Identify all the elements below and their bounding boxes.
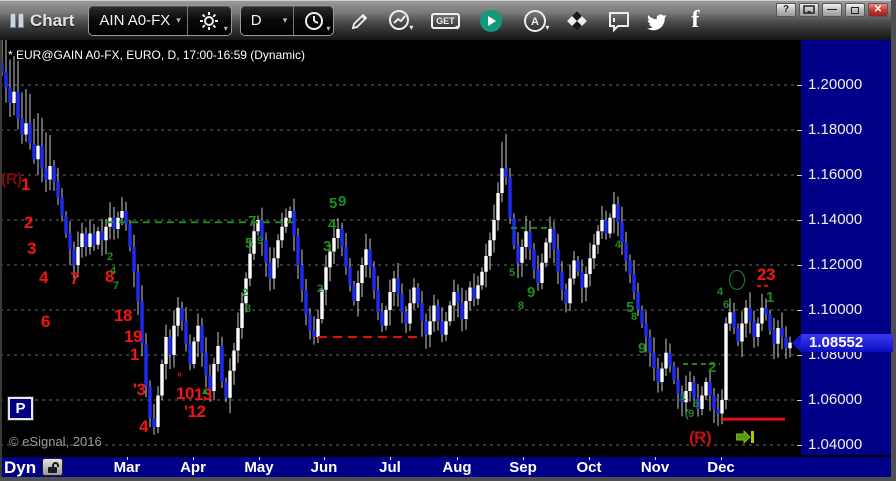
price-tick-label: 1.06000 [808,391,863,408]
svg-text:A: A [531,16,539,28]
twitter-icon [647,13,667,30]
chevron-down-icon: ▾ [455,22,460,32]
objects-button[interactable] [562,6,592,36]
chevron-down-icon[interactable]: ▾ [282,15,288,25]
time-template-button[interactable]: ▾ [293,6,333,35]
chevron-down-icon[interactable]: ▾ [176,15,181,25]
clock-icon [304,11,323,30]
price-axis[interactable]: 1.08552 1.20000 1.18000 1.16000 1.14000 1.12… [792,40,893,455]
price-tick-label: 1.04000 [808,436,863,453]
cube-icon [567,10,588,31]
window-title: Chart [30,10,75,30]
minimize-button[interactable]: — [822,3,842,17]
chevron-down-icon: ▾ [326,24,331,33]
help-button[interactable]: ? [776,3,796,17]
play-icon [480,9,503,32]
price-tick [797,400,802,401]
price-tick [797,310,802,311]
price-tick-label: 1.20000 [808,76,863,93]
get-data-button[interactable]: GET ▾ [430,6,460,36]
price-tick [797,85,802,86]
lock-icon[interactable] [42,458,63,476]
chart-type-button[interactable]: ▾ [384,6,414,36]
month-label: May [244,459,274,476]
price-tick-label: 1.10000 [808,301,863,318]
month-label: Mar [113,459,141,476]
price-tick [797,130,802,131]
price-tick [797,355,802,356]
price-tick-label: 1.14000 [808,211,863,228]
candlestick-series [0,62,792,427]
candlestick-chart[interactable] [0,37,797,455]
time-axis[interactable]: Dyn Mar Apr May Jun Jul Aug Sep Oct Nov Dec [0,455,891,477]
month-label: Jul [379,459,401,476]
month-label: Oct [576,459,602,476]
chat-button[interactable] [604,6,634,36]
interval-value[interactable]: D [250,12,262,29]
chevron-down-icon: ▾ [409,22,414,32]
month-tick [589,457,590,460]
price-tick [797,445,802,446]
line-chart-circle-icon [388,10,409,30]
month-label: Apr [180,459,206,476]
month-label: Aug [442,459,472,476]
month-label: Sep [509,459,537,476]
month-tick [127,457,128,460]
draw-tool-button[interactable] [344,6,374,36]
month-label: Dec [707,459,735,476]
price-tick [797,220,802,221]
title-bar: Chart AIN A0-FX ▾ ▾ D ▾ [0,0,896,40]
month-tick [193,457,194,460]
last-price-tag: 1.08552 [792,333,893,352]
facebook-button[interactable]: f [680,6,710,36]
auto-trade-button[interactable]: A ▾ [520,6,550,36]
month-label: Jun [310,459,338,476]
dyn-label: Dyn [4,458,37,477]
price-tick-label: 1.18000 [808,121,863,138]
window-frame-left [0,40,2,477]
chevron-down-icon: ▾ [545,22,550,32]
twitter-button[interactable] [642,6,672,36]
dock-button[interactable] [799,3,819,17]
trend-lines [107,221,785,421]
month-tick [655,457,656,460]
gear-icon [200,11,219,30]
maximize-button[interactable] [845,3,865,17]
chart-app-icon [10,13,24,28]
chevron-down-icon: ▾ [223,24,228,33]
price-tick [797,265,802,266]
symbol-combo[interactable]: AIN A0-FX ▾ ▾ [88,5,232,36]
chart-plot-area[interactable] [0,37,797,455]
interval-combo[interactable]: D ▾ ▾ [239,5,335,36]
month-label: Nov [640,459,670,476]
price-tick-label: 1.16000 [808,166,863,183]
month-tick [523,457,524,460]
candle-wicks [1,37,791,435]
maximize-icon [851,6,859,14]
month-tick [390,457,391,460]
window-controls: ? — ✕ [776,3,888,17]
dock-window-icon [803,5,815,14]
symbol-settings-button[interactable]: ▾ [186,6,231,35]
facebook-icon: f [691,7,700,33]
month-tick [324,457,325,460]
close-button[interactable]: ✕ [868,3,888,17]
month-tick [721,457,722,460]
chat-bubble-icon [609,11,630,32]
month-tick [259,457,260,460]
symbol-header: * EUR@GAIN A0-FX, EURO, D, 17:00-16:59 (… [8,48,305,62]
price-tick [797,175,802,176]
month-tick [457,457,458,460]
play-button[interactable] [476,6,506,36]
window-frame-right[interactable] [891,0,896,481]
pencil-icon [352,13,368,29]
a-circle-icon: A [524,9,547,32]
get-label: GET [431,12,460,29]
window-frame-bottom[interactable] [0,477,896,481]
symbol-value[interactable]: AIN A0-FX [99,12,171,29]
price-tick-label: 1.12000 [808,256,863,273]
